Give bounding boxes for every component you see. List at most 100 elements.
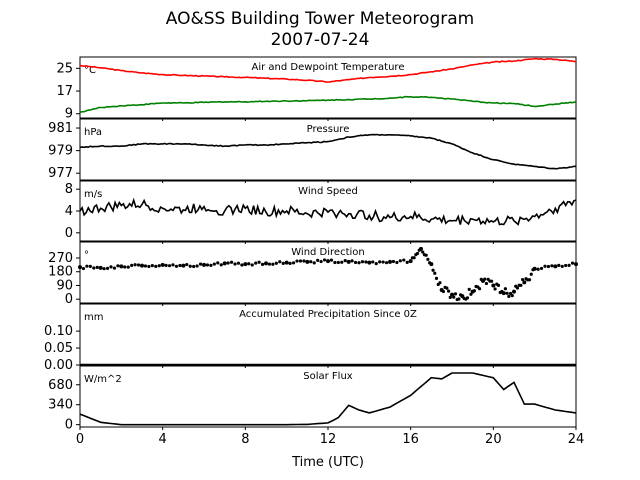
wind-direction-point (452, 295, 456, 299)
wind-direction-point (546, 264, 551, 269)
wind-direction-point (536, 267, 540, 271)
wind-direction-point (557, 263, 561, 267)
y-tick-label: 8 (65, 182, 73, 197)
y-tick-label: 270 (48, 251, 73, 266)
panel-1: 9 17 25 °C Air and Dewpoint Temperature (56, 56, 577, 122)
wind-direction-point (512, 289, 516, 294)
panel-5: 0.00 0.05 0.10 mm Accumulated Precipitation … (44, 303, 577, 373)
y-tick-label: 0.05 (44, 341, 73, 356)
wind-direction-point (501, 291, 506, 296)
wind-direction-point (233, 262, 237, 266)
wind-direction-point (278, 260, 282, 264)
wind-direction-point (429, 262, 434, 267)
wind-direction-point (398, 259, 402, 263)
wind-direction-point (243, 262, 248, 267)
wind-direction-point (496, 283, 501, 287)
wind-direction-point (446, 289, 451, 293)
wind-direction-point (133, 263, 137, 267)
y-tick-label: 0.00 (44, 358, 73, 373)
series-line-solar (79, 372, 577, 426)
x-axis-label: Time (UTC) (291, 455, 364, 470)
wind-direction-point (441, 289, 445, 294)
y-tick-label: 977 (48, 166, 73, 181)
wind-direction-point (343, 259, 347, 263)
wind-direction-point (408, 259, 413, 264)
wind-direction-point (312, 261, 316, 265)
wind-direction-point (574, 262, 578, 267)
wind-direction-point (140, 263, 144, 268)
wind-direction-point (483, 277, 487, 281)
wind-direction-point (346, 259, 351, 264)
wind-direction-point (521, 277, 525, 282)
wind-direction-point (491, 283, 496, 288)
y-tick-label: 25 (56, 61, 73, 76)
wind-direction-point (178, 263, 182, 268)
wind-direction-point (167, 264, 172, 268)
wind-direction-point (105, 266, 110, 270)
wind-direction-point (123, 265, 127, 269)
wind-direction-point (477, 287, 482, 291)
x-tick-label: 20 (485, 432, 502, 447)
wind-direction-point (291, 261, 296, 265)
wind-direction-point (564, 263, 568, 268)
wind-direction-point (426, 257, 430, 261)
wind-direction-point (508, 291, 513, 296)
panel-title: Accumulated Precipitation Since 0Z (239, 309, 417, 320)
wind-direction-point (250, 263, 254, 267)
wind-direction-point (412, 256, 416, 260)
wind-direction-point (185, 262, 189, 267)
wind-direction-point (510, 294, 514, 298)
wind-direction-point (434, 276, 439, 280)
wind-direction-point (350, 259, 354, 263)
wind-direction-point (281, 261, 285, 265)
wind-direction-point (445, 286, 449, 290)
wind-direction-point (147, 264, 151, 269)
unit-label: ° (84, 250, 89, 261)
series-line-wind_speed (79, 197, 577, 226)
wind-direction-point (157, 264, 161, 268)
wind-direction-point (519, 283, 523, 287)
y-tick-label: 0 (65, 226, 73, 241)
wind-direction-point (415, 251, 420, 256)
wind-direction-point (329, 258, 334, 262)
wind-direction-point (421, 250, 425, 254)
x-tick-label: 12 (320, 432, 337, 447)
wind-direction-point (295, 259, 299, 263)
wind-direction-point (384, 261, 389, 265)
wind-direction-point (391, 259, 396, 264)
wind-direction-point (302, 259, 306, 263)
wind-direction-point (457, 297, 461, 301)
wind-direction-point (539, 266, 544, 271)
y-tick-label: 180 (48, 265, 73, 280)
wind-direction-point (532, 266, 537, 271)
wind-direction-point (109, 265, 113, 269)
wind-direction-point (493, 287, 497, 291)
wind-direction-point (505, 291, 509, 295)
panel-2: 977 979 981 hPa Pressure (48, 118, 577, 183)
wind-direction-point (154, 264, 158, 268)
wind-direction-point (484, 281, 489, 286)
wind-direction-point (570, 261, 575, 265)
wind-direction-point (284, 260, 289, 265)
wind-direction-point (219, 263, 223, 267)
wind-direction-point (209, 263, 213, 267)
wind-direction-point (164, 263, 168, 267)
wind-direction-point (298, 259, 303, 263)
wind-direction-point (160, 262, 165, 267)
wind-direction-point (195, 264, 199, 268)
wind-direction-point (260, 262, 265, 266)
y-tick-label: 90 (56, 278, 73, 293)
wind-direction-point (226, 261, 230, 265)
wind-direction-point (188, 264, 192, 268)
y-tick-label: 0 (65, 292, 73, 307)
wind-direction-point (543, 264, 547, 268)
wind-direction-point (357, 261, 361, 265)
panel-title: Wind Direction (291, 247, 365, 258)
wind-direction-point (288, 261, 292, 265)
wind-direction-point (402, 258, 406, 262)
y-tick-label: 340 (48, 398, 73, 413)
wind-direction-point (192, 264, 196, 269)
wind-direction-point (247, 262, 251, 266)
wind-direction-point (527, 278, 532, 282)
